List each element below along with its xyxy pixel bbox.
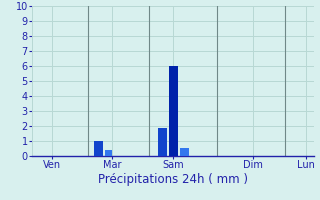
Bar <box>94 141 103 156</box>
Bar <box>105 150 112 156</box>
X-axis label: Précipitations 24h ( mm ): Précipitations 24h ( mm ) <box>98 173 248 186</box>
Bar <box>158 128 167 156</box>
Bar <box>169 66 178 156</box>
Bar <box>180 148 189 156</box>
